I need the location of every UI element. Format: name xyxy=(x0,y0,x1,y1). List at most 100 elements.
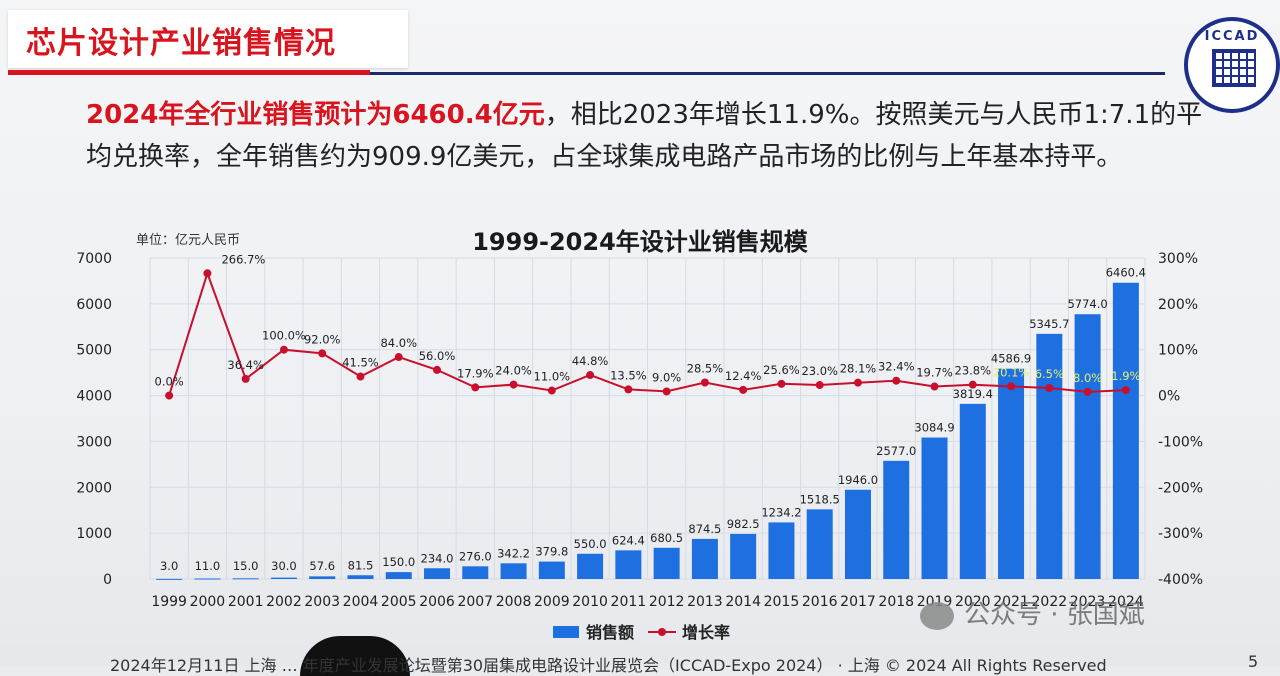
bar-value-label: 2577.0 xyxy=(876,444,916,458)
growth-rate-point xyxy=(433,365,442,374)
x-tick-label: 2000 xyxy=(190,594,226,610)
growth-rate-point xyxy=(1121,386,1130,395)
bar xyxy=(806,509,833,579)
chart-title: 1999-2024年设计业销售规模 xyxy=(472,228,808,256)
bar xyxy=(232,578,259,580)
growth-rate-label: 19.7% xyxy=(916,366,953,380)
growth-rate-label: 56.0% xyxy=(419,349,456,363)
growth-rate-label: 100.0% xyxy=(262,329,306,343)
growth-rate-label: 6.5% xyxy=(1035,367,1064,381)
bar-value-label: 550.0 xyxy=(574,537,607,551)
bar xyxy=(424,568,451,579)
x-tick-label: 2016 xyxy=(802,594,838,610)
bar xyxy=(730,533,757,579)
x-tick-label: 2009 xyxy=(534,594,570,610)
y-right-tick-label: 300% xyxy=(1158,251,1198,267)
growth-rate-label: 20.1% xyxy=(993,365,1030,379)
growth-rate-point xyxy=(1007,382,1016,391)
bar xyxy=(653,547,680,579)
bar-value-label: 624.4 xyxy=(612,533,645,547)
bar xyxy=(615,550,642,579)
iccad-logo: ICCAD xyxy=(1184,17,1280,113)
bar-value-label: 234.0 xyxy=(421,551,454,565)
bar xyxy=(500,563,527,579)
title-underline-navy xyxy=(370,72,1165,75)
growth-rate-label: 9.0% xyxy=(652,370,681,384)
growth-rate-point xyxy=(318,349,327,358)
growth-rate-label: 12.4% xyxy=(725,369,762,383)
growth-rate-label: 23.8% xyxy=(955,364,992,378)
growth-rate-label: 41.5% xyxy=(342,356,379,370)
growth-rate-point xyxy=(279,345,288,354)
y-right-tick-label: 0% xyxy=(1158,389,1180,405)
bar-value-label: 6460.4 xyxy=(1106,266,1146,280)
bar-value-label: 342.2 xyxy=(497,546,530,560)
growth-rate-label: 0.0% xyxy=(155,375,184,389)
y-right-tick-label: -200% xyxy=(1158,480,1203,496)
x-tick-label: 2021 xyxy=(993,594,1029,610)
bar-value-label: 4586.9 xyxy=(991,352,1031,366)
bar-value-label: 3819.4 xyxy=(953,387,993,401)
footer-text: 2024年12月11日 上海 … 年度产业发展论坛暨第30届集成电路设计业展览会… xyxy=(110,656,1107,675)
growth-rate-point xyxy=(930,382,939,391)
bar xyxy=(691,538,718,579)
x-tick-label: 2015 xyxy=(764,594,800,610)
growth-rate-label: 44.8% xyxy=(572,354,609,368)
y-right-tick-label: 200% xyxy=(1158,297,1198,313)
bar-value-label: 57.6 xyxy=(309,559,335,573)
x-tick-label: 2018 xyxy=(878,594,914,610)
summary-highlight: 2024年全行业销售预计为6460.4亿元 xyxy=(86,100,545,130)
y-right-tick-label: -100% xyxy=(1158,434,1203,450)
growth-rate-point xyxy=(1083,387,1092,396)
bar xyxy=(998,368,1025,579)
y-left-tick-label: 7000 xyxy=(76,251,112,267)
growth-rate-point xyxy=(547,386,556,395)
growth-rate-label: 1.9% xyxy=(1111,369,1140,383)
bar-value-label: 379.8 xyxy=(535,545,568,559)
bar-value-label: 5345.7 xyxy=(1029,317,1069,331)
growth-rate-point xyxy=(739,385,748,394)
growth-rate-label: 28.5% xyxy=(687,362,724,376)
growth-rate-point xyxy=(700,378,709,387)
bar-value-label: 276.0 xyxy=(459,549,492,563)
bar-value-label: 1234.2 xyxy=(761,505,801,519)
summary-text: ，相比2023年增长11.9%。按照美元与人民币1:7.1的平均兑换率，全年销售… xyxy=(86,100,1203,172)
bar xyxy=(462,566,489,579)
legend-bar-label: 销售额 xyxy=(586,623,634,642)
bar xyxy=(577,553,604,579)
x-tick-label: 2004 xyxy=(343,594,379,610)
bar xyxy=(768,522,795,579)
x-tick-label: 2008 xyxy=(496,594,532,610)
growth-rate-point xyxy=(853,378,862,387)
watermark: 公众号 · 张国斌 xyxy=(920,594,1145,631)
y-left-tick-label: 5000 xyxy=(76,343,112,359)
x-tick-label: 2024 xyxy=(1108,594,1144,610)
growth-rate-label: 13.5% xyxy=(610,368,647,382)
bar xyxy=(347,575,374,579)
logo-text: ICCAD xyxy=(1204,29,1260,44)
bar-value-label: 81.5 xyxy=(348,558,374,572)
x-tick-label: 2022 xyxy=(1032,594,1068,610)
y-left-tick-label: 6000 xyxy=(76,297,112,313)
watermark-text: 公众号 · 张国斌 xyxy=(964,600,1145,630)
y-left-tick-label: 0 xyxy=(103,572,112,588)
growth-rate-label: 8.0% xyxy=(1073,371,1102,385)
x-tick-label: 2013 xyxy=(687,594,723,610)
y-left-tick-label: 3000 xyxy=(76,434,112,450)
growth-rate-label: 84.0% xyxy=(380,336,417,350)
x-tick-label: 2023 xyxy=(1070,594,1106,610)
growth-rate-point xyxy=(394,353,403,362)
x-tick-label: 2006 xyxy=(419,594,455,610)
x-tick-label: 2020 xyxy=(955,594,991,610)
growth-rate-point xyxy=(586,371,595,380)
growth-rate-label: 266.7% xyxy=(221,252,265,266)
x-tick-label: 2005 xyxy=(381,594,417,610)
bar-value-label: 5774.0 xyxy=(1067,297,1107,311)
legend-line-marker xyxy=(658,628,666,636)
growth-rate-label: 28.1% xyxy=(840,362,877,376)
bar xyxy=(1112,282,1139,579)
growth-rate-label: 23.0% xyxy=(801,364,838,378)
bar xyxy=(959,403,986,579)
bar xyxy=(1036,333,1063,579)
x-tick-label: 2003 xyxy=(304,594,340,610)
